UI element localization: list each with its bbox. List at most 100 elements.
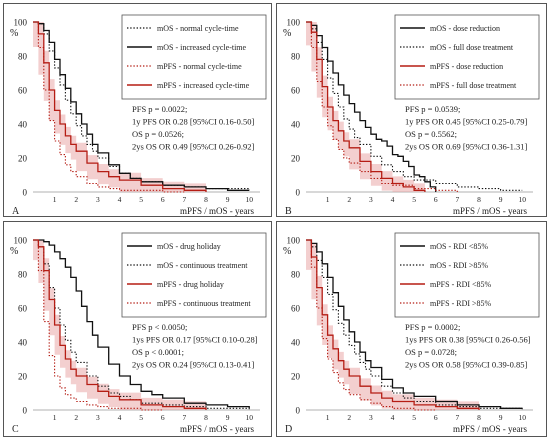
y-tick-label: 20 [18, 372, 28, 382]
y-tick-label: 80 [18, 52, 28, 62]
x-tick-label: 7 [455, 195, 459, 204]
x-tick-label: 5 [412, 195, 416, 204]
series-line [306, 239, 523, 410]
y-tick-label: 20 [291, 372, 301, 382]
x-tick-label: 9 [226, 413, 230, 422]
x-tick-label: 3 [369, 413, 373, 422]
panel-chart-svg: 0 20 40 60 80 100% 1 2 3 4 5 6 7 8 9 10 mPFS / mOS - yea… [10, 14, 267, 216]
panel-letter: D [285, 424, 292, 435]
series-line [33, 239, 250, 409]
series-line [33, 239, 163, 411]
y-tick-label: 100 [287, 236, 301, 246]
panel-chart-svg: 0 20 40 60 80 100% 1 2 3 4 5 6 7 8 9 10 mPFS / mOS - yea… [283, 232, 540, 435]
y-tick-label: 20 [291, 154, 301, 164]
series-line [306, 239, 436, 411]
x-tick-label: 10 [518, 195, 526, 204]
legend: mOS - dose reduction mOS - full dose trea… [394, 14, 540, 100]
stats-line: OS p = 0.0526; [132, 129, 184, 139]
y-tick-label: 20 [18, 154, 28, 164]
x-tick-label: 3 [369, 195, 373, 204]
legend-label: mOS - continuous treatment [157, 261, 248, 270]
x-tick-label: 6 [161, 195, 165, 204]
y-axis-label: % [283, 246, 291, 257]
legend: mOS - RDI <85% mOS - RDI >85% mPFS - RDI <… [394, 232, 540, 318]
series-line [306, 239, 523, 409]
x-tick-label: 10 [245, 195, 253, 204]
x-tick-label: 9 [499, 413, 503, 422]
legend-label: mPFS - normal cycle-time [157, 62, 242, 71]
x-axis-label: mPFS / mOS - years [453, 424, 528, 434]
x-tick-label: 3 [96, 413, 100, 422]
stats-line: PFS p = 0.0022; [132, 104, 187, 114]
stats-line: PFS p < 0.0050; [132, 322, 187, 332]
x-tick-label: 1 [326, 195, 330, 204]
panel-D: 0 20 40 60 80 100% 1 2 3 4 5 6 7 8 9 10 mPFS / mOS - yea… [276, 221, 547, 437]
stats-line: 2ys OS OR 0.24 [95%CI 0.13-0.41] [132, 360, 254, 370]
y-tick-label: 0 [23, 188, 28, 198]
series-line [306, 21, 523, 191]
stats-line: 1ys PFS OR 0.17 [95%CI 0.10-0.28] [132, 335, 258, 345]
stats-line: 1ys PFS OR 0.38 [95%CI 0.26-0.56] [405, 335, 531, 345]
y-tick-label: 60 [291, 86, 301, 96]
stats-line: OS p < 0.0001; [132, 347, 184, 357]
stats-line: 2ys OS OR 0.58 [95%CI 0.39-0.85] [405, 360, 527, 370]
legend-box [394, 232, 540, 318]
x-tick-label: 4 [391, 413, 395, 422]
x-tick-label: 2 [347, 413, 351, 422]
x-tick-label: 4 [118, 413, 122, 422]
panel-C: 0 20 40 60 80 100% 1 2 3 4 5 6 7 8 9 10 mPFS / mOS - yea… [3, 221, 272, 437]
legend-label: mPFS - RDI <85% [430, 280, 492, 289]
series-line [33, 21, 185, 193]
legend: mOS - normal cycle-time mOS - increased c… [121, 14, 267, 100]
y-tick-label: 0 [296, 406, 301, 416]
x-tick-label: 1 [53, 195, 57, 204]
stats-line: OS p = 0.5562; [405, 129, 457, 139]
y-tick-label: 0 [23, 406, 28, 416]
y-tick-label: 60 [18, 304, 28, 314]
x-tick-label: 7 [455, 413, 459, 422]
stats-line: 1y PFS OR 0.45 [95%CI 0.25-0.79] [405, 117, 527, 127]
series-line [306, 21, 458, 192]
x-tick-label: 5 [139, 413, 143, 422]
x-tick-label: 8 [477, 195, 481, 204]
series-line [306, 21, 437, 192]
x-tick-label: 8 [477, 413, 481, 422]
legend-label: mPFS - drug holiday [157, 280, 224, 289]
x-tick-label: 5 [139, 195, 143, 204]
y-tick-label: 100 [14, 18, 28, 28]
legend-label: mOS - RDI <85% [430, 242, 488, 251]
y-tick-label: 80 [18, 270, 28, 280]
y-axis-label: % [10, 28, 18, 39]
legend-label: mOS - RDI >85% [430, 261, 488, 270]
x-tick-label: 5 [412, 413, 416, 422]
x-tick-label: 3 [96, 195, 100, 204]
x-tick-label: 1 [326, 413, 330, 422]
y-tick-label: 0 [296, 188, 301, 198]
series-line [306, 239, 480, 410]
legend-label: mPFS - full dose treatment [430, 81, 517, 90]
y-tick-label: 80 [291, 52, 301, 62]
x-tick-label: 4 [391, 195, 395, 204]
y-tick-label: 100 [14, 236, 28, 246]
legend-label: mPFS - continuous treatment [157, 299, 251, 308]
x-tick-label: 10 [518, 413, 526, 422]
x-axis-label: mPFS / mOS - years [180, 206, 255, 216]
y-tick-label: 100 [287, 18, 301, 28]
stats-line: 1y PFS OR 0.28 [95%CI 0.16-0.50] [132, 117, 254, 127]
x-axis-label: mPFS / mOS - years [453, 206, 528, 216]
x-tick-label: 1 [53, 413, 57, 422]
legend-label: mPFS - RDI >85% [430, 299, 492, 308]
panel-chart-svg: 0 20 40 60 80 100% 1 2 3 4 5 6 7 8 9 10 mPFS / mOS - yea… [10, 232, 267, 435]
x-tick-label: 7 [182, 413, 186, 422]
series-line [33, 239, 250, 410]
legend-label: mOS - dose reduction [430, 24, 500, 33]
x-tick-label: 7 [182, 195, 186, 204]
y-tick-label: 40 [18, 120, 28, 130]
legend-label: mPFS - dose reduction [430, 62, 503, 71]
y-axis-label: % [10, 246, 18, 257]
y-tick-label: 40 [291, 120, 301, 130]
panel-letter: B [285, 206, 292, 216]
x-tick-label: 9 [499, 195, 503, 204]
stats-line: 2ys OS OR 0.69 [95%CI 0.36-1.31] [405, 142, 527, 152]
x-tick-label: 8 [204, 413, 208, 422]
